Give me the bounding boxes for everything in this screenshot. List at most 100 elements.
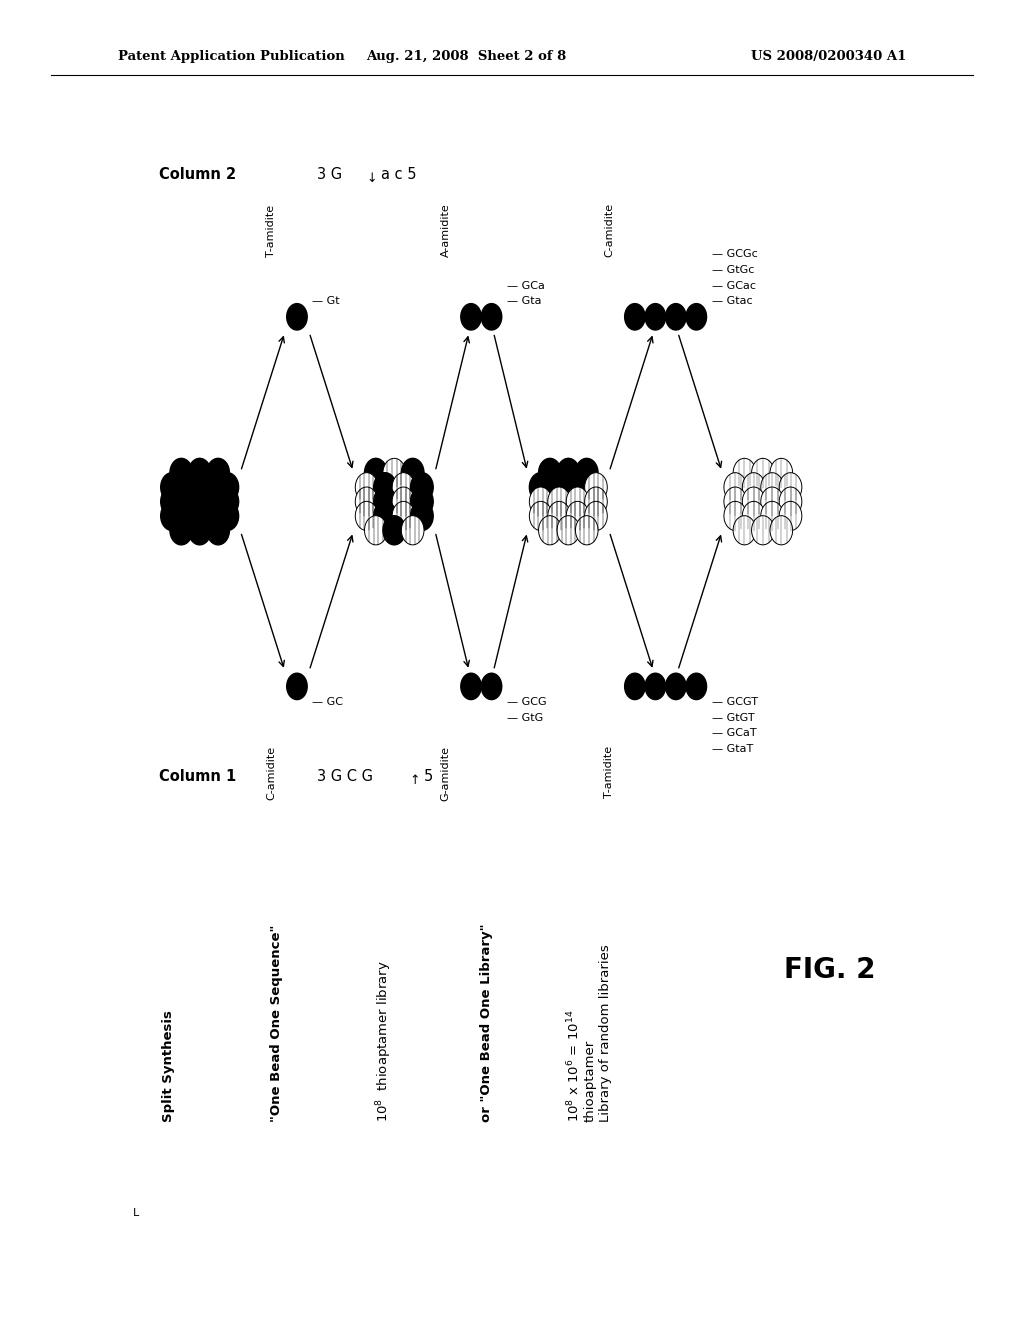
Circle shape: [645, 673, 666, 700]
Circle shape: [188, 458, 211, 487]
Circle shape: [548, 502, 570, 531]
Text: G-amidite: G-amidite: [440, 746, 451, 801]
Text: L: L: [133, 1208, 139, 1218]
Circle shape: [585, 487, 607, 516]
Circle shape: [461, 673, 481, 700]
Circle shape: [179, 473, 202, 502]
Text: Patent Application Publication: Patent Application Publication: [118, 50, 344, 63]
Circle shape: [411, 487, 433, 516]
Circle shape: [686, 673, 707, 700]
Circle shape: [355, 473, 378, 502]
Text: — GCG
— GtG: — GCG — GtG: [507, 697, 547, 722]
Circle shape: [761, 487, 783, 516]
Circle shape: [392, 502, 415, 531]
Text: FIG. 2: FIG. 2: [783, 956, 876, 985]
Circle shape: [779, 473, 802, 502]
Circle shape: [179, 502, 202, 531]
Circle shape: [585, 502, 607, 531]
Circle shape: [383, 458, 406, 487]
Text: Split Synthesis: Split Synthesis: [163, 1010, 175, 1122]
Circle shape: [383, 516, 406, 545]
Circle shape: [575, 458, 598, 487]
Circle shape: [585, 473, 607, 502]
Text: C-amidite: C-amidite: [266, 746, 276, 800]
Text: — Gt: — Gt: [312, 296, 340, 306]
Text: ↓: ↓: [367, 172, 377, 185]
Circle shape: [752, 516, 774, 545]
Text: $10^8$ x $10^6$ = $10^{14}$
thioaptamer
Library of random libraries: $10^8$ x $10^6$ = $10^{14}$ thioaptamer …: [565, 944, 612, 1122]
Circle shape: [355, 502, 378, 531]
Circle shape: [529, 487, 552, 516]
Circle shape: [365, 516, 387, 545]
Circle shape: [557, 458, 580, 487]
Circle shape: [733, 516, 756, 545]
Circle shape: [761, 502, 783, 531]
Circle shape: [161, 487, 183, 516]
Circle shape: [566, 473, 589, 502]
Circle shape: [566, 502, 589, 531]
Circle shape: [461, 304, 481, 330]
Circle shape: [666, 673, 686, 700]
Text: Column 2: Column 2: [159, 166, 236, 182]
Text: T-amidite: T-amidite: [266, 206, 276, 257]
Circle shape: [724, 502, 746, 531]
Circle shape: [411, 502, 433, 531]
Circle shape: [770, 458, 793, 487]
Circle shape: [198, 487, 220, 516]
Circle shape: [374, 502, 396, 531]
Circle shape: [761, 473, 783, 502]
Circle shape: [170, 516, 193, 545]
Circle shape: [779, 487, 802, 516]
Circle shape: [198, 502, 220, 531]
Circle shape: [779, 502, 802, 531]
Circle shape: [216, 502, 239, 531]
Text: ↑: ↑: [410, 774, 420, 787]
Text: C-amidite: C-amidite: [604, 203, 614, 257]
Circle shape: [207, 458, 229, 487]
Circle shape: [179, 487, 202, 516]
Circle shape: [161, 473, 183, 502]
Text: — GCGc
— GtGc
— GCac
— Gtac: — GCGc — GtGc — GCac — Gtac: [712, 249, 758, 306]
Circle shape: [216, 487, 239, 516]
Circle shape: [539, 458, 561, 487]
Circle shape: [392, 487, 415, 516]
Circle shape: [401, 458, 424, 487]
Circle shape: [742, 473, 765, 502]
Circle shape: [724, 473, 746, 502]
Text: T-amidite: T-amidite: [604, 746, 614, 797]
Circle shape: [724, 487, 746, 516]
Text: — GCa
— Gta: — GCa — Gta: [507, 281, 545, 306]
Text: US 2008/0200340 A1: US 2008/0200340 A1: [751, 50, 906, 63]
Text: a c 5: a c 5: [381, 166, 417, 182]
Circle shape: [686, 304, 707, 330]
Circle shape: [481, 304, 502, 330]
Circle shape: [287, 304, 307, 330]
Circle shape: [411, 473, 433, 502]
Text: $10^8$  thioaptamer library: $10^8$ thioaptamer library: [374, 960, 394, 1122]
Circle shape: [645, 304, 666, 330]
Text: Column 1: Column 1: [159, 768, 236, 784]
Circle shape: [216, 473, 239, 502]
Circle shape: [198, 473, 220, 502]
Circle shape: [355, 487, 378, 516]
Circle shape: [161, 502, 183, 531]
Circle shape: [566, 487, 589, 516]
Circle shape: [170, 458, 193, 487]
Circle shape: [392, 473, 415, 502]
Circle shape: [742, 487, 765, 516]
Circle shape: [625, 304, 645, 330]
Circle shape: [481, 673, 502, 700]
Text: — GCGT
— GtGT
— GCaT
— GtaT: — GCGT — GtGT — GCaT — GtaT: [712, 697, 758, 754]
Circle shape: [557, 516, 580, 545]
Text: or "One Bead One Library": or "One Bead One Library": [480, 924, 493, 1122]
Circle shape: [742, 502, 765, 531]
Text: 5: 5: [424, 768, 433, 784]
Text: A-amidite: A-amidite: [440, 203, 451, 257]
Circle shape: [666, 304, 686, 330]
Circle shape: [207, 516, 229, 545]
Circle shape: [539, 516, 561, 545]
Circle shape: [374, 487, 396, 516]
Circle shape: [752, 458, 774, 487]
Circle shape: [365, 458, 387, 487]
Circle shape: [374, 473, 396, 502]
